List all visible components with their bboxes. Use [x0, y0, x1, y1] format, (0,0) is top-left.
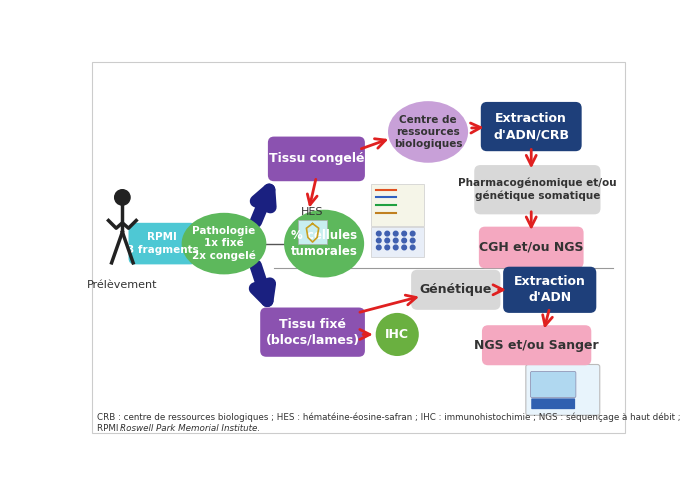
Text: Extraction
d'ADN/CRB: Extraction d'ADN/CRB	[494, 112, 569, 141]
FancyBboxPatch shape	[411, 270, 500, 310]
Text: HES: HES	[301, 207, 324, 218]
Text: RPMI
3 fragments: RPMI 3 fragments	[127, 232, 198, 255]
Text: Extraction
d'ADN: Extraction d'ADN	[514, 275, 586, 304]
Circle shape	[377, 238, 381, 243]
FancyBboxPatch shape	[371, 227, 424, 257]
Circle shape	[410, 231, 415, 236]
Ellipse shape	[388, 101, 468, 163]
Circle shape	[402, 231, 407, 236]
Text: Tissu fixé
(blocs/lames): Tissu fixé (blocs/lames)	[265, 318, 360, 346]
Circle shape	[410, 245, 415, 250]
Ellipse shape	[284, 210, 364, 277]
Circle shape	[393, 231, 398, 236]
FancyBboxPatch shape	[129, 223, 196, 265]
Ellipse shape	[376, 313, 419, 356]
Text: Pathologie
1x fixé
2x congelé: Pathologie 1x fixé 2x congelé	[192, 226, 256, 261]
Circle shape	[393, 245, 398, 250]
FancyBboxPatch shape	[526, 365, 600, 416]
FancyBboxPatch shape	[479, 227, 584, 268]
FancyBboxPatch shape	[298, 220, 327, 245]
Circle shape	[385, 245, 389, 250]
Circle shape	[385, 238, 389, 243]
FancyBboxPatch shape	[371, 184, 424, 226]
FancyBboxPatch shape	[481, 102, 582, 151]
Text: Roswell Park Memorial Institute.: Roswell Park Memorial Institute.	[120, 424, 260, 433]
FancyBboxPatch shape	[531, 398, 575, 409]
Circle shape	[377, 231, 381, 236]
FancyBboxPatch shape	[531, 371, 576, 397]
Circle shape	[115, 190, 130, 205]
Circle shape	[377, 245, 381, 250]
Text: Génétique: Génétique	[419, 283, 492, 296]
FancyBboxPatch shape	[475, 165, 601, 214]
Text: RPMI :: RPMI :	[97, 424, 127, 433]
Text: Prélèvement: Prélèvement	[87, 280, 158, 290]
Circle shape	[402, 245, 407, 250]
Text: IHC: IHC	[385, 328, 410, 341]
Circle shape	[393, 238, 398, 243]
Ellipse shape	[181, 213, 266, 274]
Circle shape	[402, 238, 407, 243]
Text: % cellules
tumorales: % cellules tumorales	[290, 229, 358, 258]
FancyBboxPatch shape	[482, 325, 592, 365]
Text: Pharmacogénomique et/ou
génétique somatique: Pharmacogénomique et/ou génétique somati…	[458, 178, 617, 201]
Text: Tissu congelé: Tissu congelé	[269, 152, 364, 166]
Text: Centre de
ressources
biologiques: Centre de ressources biologiques	[394, 115, 462, 149]
Text: CRB : centre de ressources biologiques ; HES : hématéine-éosine-safran ; IHC : i: CRB : centre de ressources biologiques ;…	[97, 413, 680, 422]
Text: NGS et/ou Sanger: NGS et/ou Sanger	[475, 339, 599, 352]
Circle shape	[410, 238, 415, 243]
Text: CGH et/ou NGS: CGH et/ou NGS	[479, 241, 584, 254]
Circle shape	[385, 231, 389, 236]
FancyBboxPatch shape	[260, 308, 365, 357]
FancyBboxPatch shape	[503, 267, 596, 313]
FancyBboxPatch shape	[268, 137, 365, 181]
